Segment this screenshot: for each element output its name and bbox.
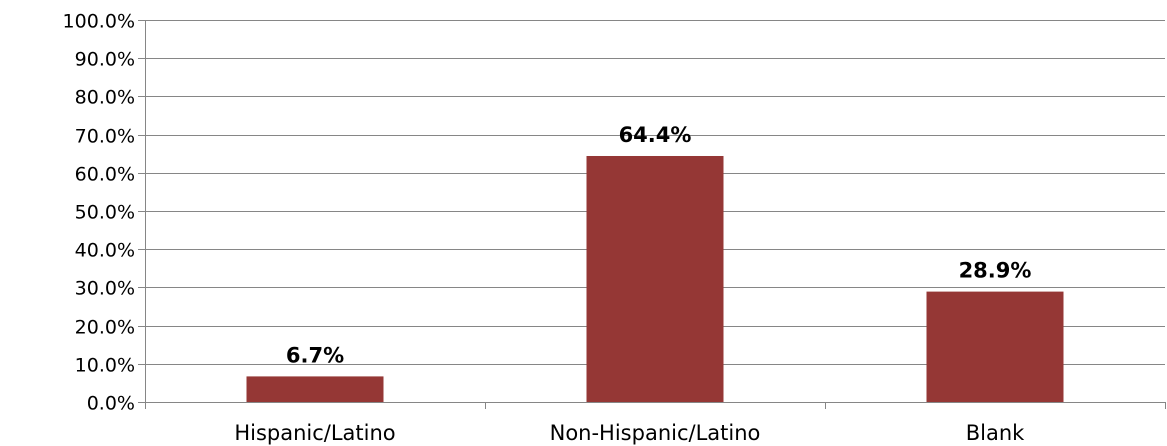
bar xyxy=(246,376,384,402)
y-axis-ticks: 0.0% 10.0% 20.0% 30.0% 40.0% 50.0% 60.0% 70.0% 8… xyxy=(63,11,145,415)
y-tick-label: 50.0% xyxy=(75,202,135,224)
y-tick-label: 20.0% xyxy=(75,317,135,339)
x-category-label: Non-Hispanic/Latino xyxy=(550,421,761,445)
y-tick-label: 100.0% xyxy=(63,11,135,33)
y-tick-label: 70.0% xyxy=(75,126,135,148)
data-label: 6.7% xyxy=(286,343,344,367)
y-tick-label: 80.0% xyxy=(75,87,135,109)
data-label: 28.9% xyxy=(959,259,1032,283)
y-tick-label: 60.0% xyxy=(75,164,135,186)
x-category-label: Hispanic/Latino xyxy=(234,421,395,445)
y-tick-label: 30.0% xyxy=(75,278,135,300)
bar xyxy=(586,155,724,402)
y-tick-label: 90.0% xyxy=(75,49,135,71)
data-label: 64.4% xyxy=(619,123,692,147)
y-tick-label: 10.0% xyxy=(75,355,135,377)
y-tick-label: 0.0% xyxy=(87,393,135,415)
category-labels: Hispanic/Latino Non-Hispanic/Latino Blank xyxy=(234,421,1025,445)
y-tick-label: 40.0% xyxy=(75,240,135,262)
data-labels: 6.7% 64.4% 28.9% xyxy=(286,123,1032,367)
bars xyxy=(246,155,1064,402)
bar xyxy=(926,291,1064,402)
x-category-label: Blank xyxy=(966,421,1025,445)
axes xyxy=(145,20,1166,409)
